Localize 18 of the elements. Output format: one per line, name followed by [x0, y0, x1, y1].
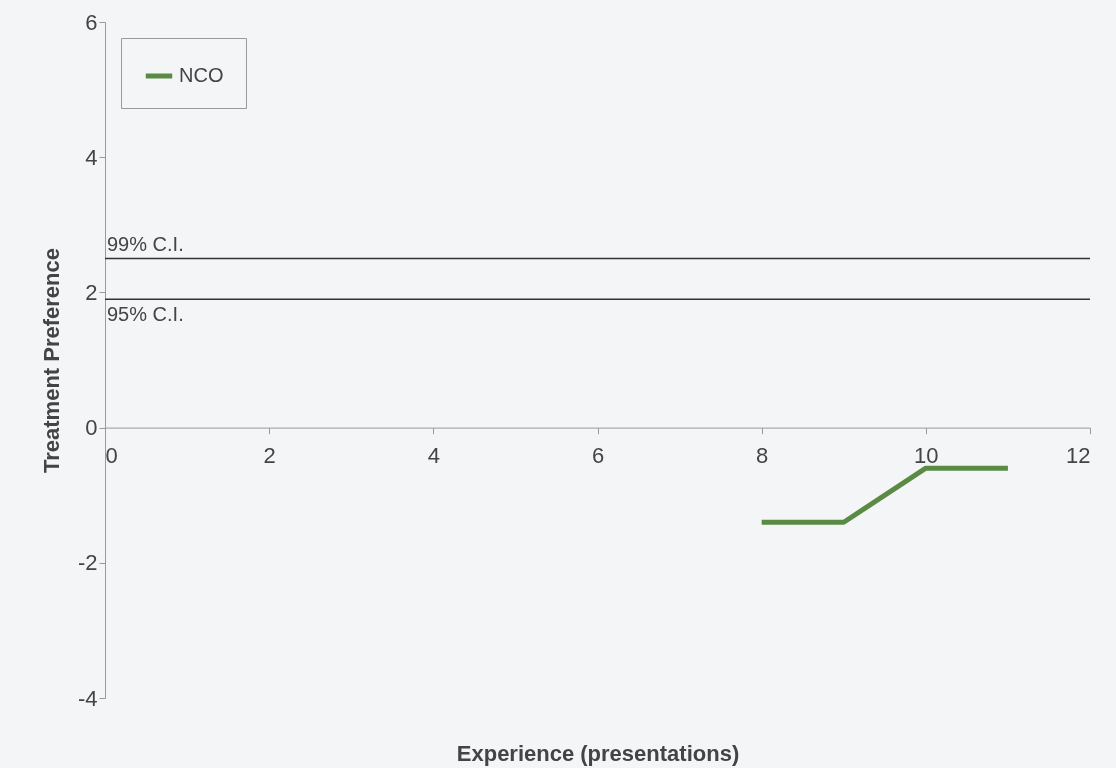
- y-tick-label: 0: [85, 415, 98, 441]
- y-tick-label: 2: [85, 279, 98, 305]
- y-axis-title: Treatment Preference: [38, 248, 64, 473]
- ref-line-label: 95% C.I.: [107, 303, 184, 326]
- x-tick-label: 4: [427, 443, 440, 469]
- y-tick-label: 4: [85, 144, 98, 170]
- x-axis-title: Experience (presentations): [456, 740, 740, 766]
- ref-line-label: 99% C.I.: [107, 232, 184, 255]
- y-tick-label: -4: [77, 685, 98, 711]
- x-tick-label: 12: [1066, 443, 1091, 469]
- x-tick-label: 10: [914, 443, 939, 469]
- x-tick-label: 2: [263, 443, 276, 469]
- y-tick-label: 6: [85, 9, 98, 35]
- x-tick-label: 0: [105, 443, 118, 469]
- legend-label: NCO: [179, 64, 224, 86]
- y-tick-label: -2: [77, 550, 98, 576]
- x-tick-label: 6: [591, 443, 605, 469]
- x-tick-label: 8: [756, 443, 769, 469]
